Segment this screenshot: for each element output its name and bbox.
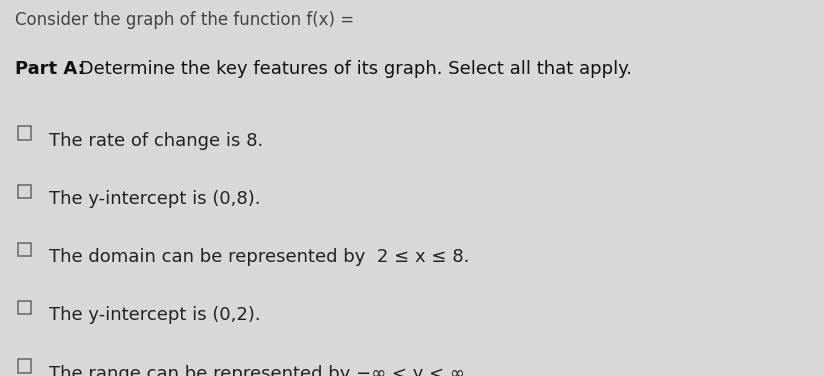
Text: Part A:: Part A: — [15, 60, 85, 78]
Text: The range can be represented by −∞ < y < ∞.: The range can be represented by −∞ < y <… — [49, 365, 471, 376]
Text: Determine the key features of its graph. Select all that apply.: Determine the key features of its graph.… — [74, 60, 632, 78]
Text: The y-intercept is (0,2).: The y-intercept is (0,2). — [49, 306, 261, 324]
Text: Consider the graph of the function f(x) =: Consider the graph of the function f(x) … — [15, 11, 354, 29]
Text: The rate of change is 8.: The rate of change is 8. — [49, 132, 264, 150]
Text: The domain can be represented by  2 ≤ x ≤ 8.: The domain can be represented by 2 ≤ x ≤… — [49, 248, 470, 266]
Text: The y-intercept is (0,8).: The y-intercept is (0,8). — [49, 190, 261, 208]
